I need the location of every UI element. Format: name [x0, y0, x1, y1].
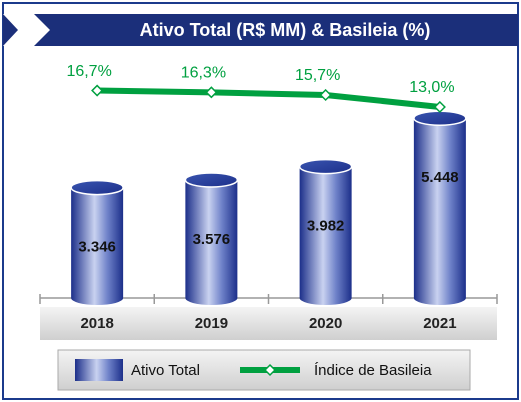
line-marker [205, 86, 218, 99]
line-marker [91, 84, 104, 97]
value-label: 3.346 [78, 239, 116, 256]
bar [185, 179, 238, 305]
x-tick-label: 2021 [423, 315, 456, 332]
line [97, 87, 441, 110]
legend-swatch [75, 359, 123, 381]
category-strip [40, 307, 497, 340]
x-tick-label: 2020 [309, 315, 342, 332]
value-label: 16,7% [66, 63, 111, 80]
x-tick-label: 2018 [80, 315, 113, 332]
legend-label: Índice de Basileia [314, 362, 432, 379]
value-label: 3.576 [193, 231, 231, 248]
bar [299, 166, 352, 305]
chart-title: Ativo Total (R$ MM) & Basileia (%) [140, 20, 431, 40]
bar-top [298, 158, 353, 175]
bar [413, 118, 466, 305]
bar-top [413, 110, 467, 126]
value-label: 13,0% [409, 79, 454, 96]
value-label: 5.448 [421, 169, 459, 186]
bar-top [70, 179, 124, 196]
header-arrow [3, 14, 50, 46]
bar [71, 187, 124, 305]
legend-label: Ativo Total [131, 362, 200, 379]
legend-marker [263, 363, 277, 377]
line-marker [319, 88, 332, 102]
value-label: 3.982 [307, 218, 345, 235]
bar-top [184, 172, 239, 188]
x-tick-label: 2019 [195, 315, 228, 332]
line-marker [433, 100, 446, 114]
header-band [3, 14, 518, 46]
value-label: 16,3% [181, 65, 226, 82]
value-label: 15,7% [295, 67, 340, 84]
